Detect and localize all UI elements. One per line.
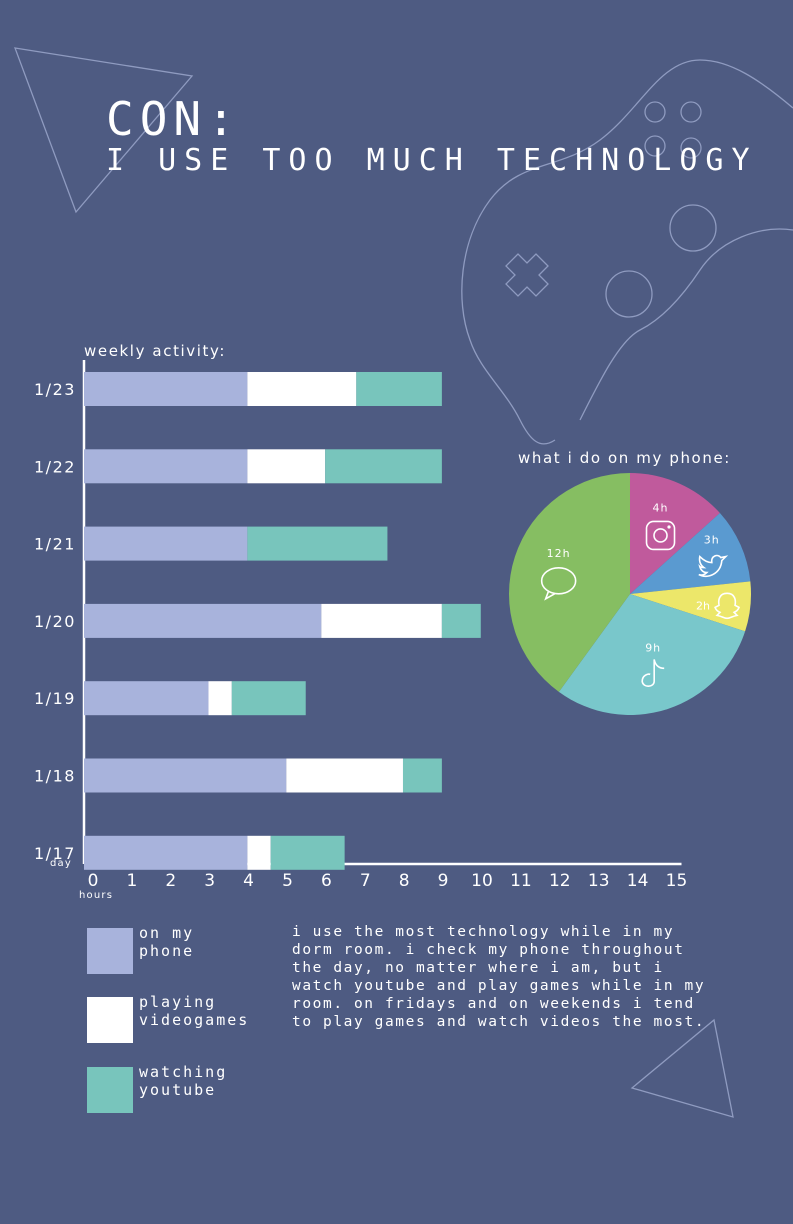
- x-tick-label: 5: [282, 871, 293, 891]
- page-title: CON:: [106, 92, 241, 146]
- bar-segment-phone-0: [84, 372, 248, 406]
- bar-segment-youtube-3: [441, 603, 481, 638]
- bar-chart-title: weekly activity:: [84, 342, 227, 360]
- x-tick-label: 10: [471, 871, 493, 891]
- bar-segment-youtube-1: [325, 449, 442, 484]
- pie-slice-messages: [509, 473, 630, 692]
- x-tick-label: 0: [88, 871, 99, 891]
- x-tick-label: 11: [510, 871, 532, 891]
- bar-segment-youtube-5: [402, 758, 442, 793]
- pie-slice-label: 3h: [704, 534, 720, 547]
- weekly-activity-bar-chart: 1/231/221/211/201/191/181/170 1 2 3 4 5 6 7 8 9 10…: [34, 360, 688, 901]
- bar-segment-phone-5: [84, 758, 287, 793]
- bar-segment-videogames-4: [208, 681, 232, 716]
- legend-label-videogames: playing videogames: [139, 993, 250, 1029]
- twitter-icon: [698, 554, 729, 578]
- category-label: 1/18: [34, 767, 76, 786]
- bar-segment-youtube-2: [247, 526, 388, 561]
- gamepad-stick-icon: [669, 204, 717, 252]
- category-label: 1/19: [34, 689, 76, 708]
- x-tick-label: 3: [204, 871, 215, 891]
- pie-slice-label: 12h: [547, 547, 571, 560]
- category-label: 1/21: [34, 535, 76, 554]
- message-bubble-icon: [540, 567, 577, 601]
- bar-segment-youtube-0: [356, 372, 442, 406]
- legend-swatch-phone: [87, 928, 133, 974]
- x-tick-label: 4: [243, 871, 254, 891]
- pie-slice-tiktok: [558, 594, 746, 715]
- bar-segment-youtube-4: [231, 681, 306, 716]
- legend-label-youtube: watching youtube: [139, 1063, 228, 1099]
- category-label: 1/17: [34, 844, 76, 863]
- bar-segment-videogames-5: [286, 758, 403, 793]
- gamepad-stick-icon: [605, 270, 653, 318]
- category-label: 1/22: [34, 457, 76, 476]
- x-tick-label: 7: [360, 871, 371, 891]
- gamepad-button-icon: [680, 137, 702, 159]
- gamepad-button-icon: [680, 101, 702, 123]
- category-label: 1/23: [34, 380, 76, 399]
- tiktok-icon: [641, 659, 665, 688]
- gamepad-button-icon: [644, 135, 666, 157]
- description-text: i use the most technology while in my do…: [292, 924, 706, 1030]
- pie-slice-label: 4h: [653, 501, 669, 514]
- x-tick-label: 9: [438, 871, 449, 891]
- pie-slice-label: 2h: [696, 599, 710, 612]
- legend-swatch-youtube: [87, 1067, 133, 1113]
- legend-swatch-videogames: [87, 997, 133, 1043]
- phone-usage-pie-chart: 4h 3h 2h 9h 12h: [509, 473, 751, 715]
- bar-segment-youtube-6: [270, 835, 345, 870]
- bar-segment-phone-6: [84, 835, 248, 870]
- x-tick-label: 15: [666, 871, 688, 891]
- gamepad-x-button-icon: [505, 253, 549, 297]
- triangle-outline-top-icon: [14, 47, 194, 214]
- category-label: 1/20: [34, 612, 76, 631]
- x-tick-label: 6: [321, 871, 332, 891]
- x-tick-label: 1: [126, 871, 137, 891]
- page-subtitle: I USE TOO MUCH TECHNOLOGY: [106, 143, 758, 178]
- bar-segment-phone-4: [84, 681, 209, 716]
- x-tick-label: 8: [399, 871, 410, 891]
- x-axis-label: hours: [79, 890, 113, 901]
- pie-slice-twitter: [630, 513, 751, 594]
- gamepad-outline-lower-icon: [579, 228, 793, 421]
- x-tick-label: 13: [588, 871, 610, 891]
- snapchat-icon: [714, 592, 741, 620]
- bar-segment-videogames-3: [321, 603, 442, 638]
- legend-label-phone: on my phone: [139, 924, 195, 960]
- bar-segment-phone-2: [84, 526, 248, 561]
- gamepad-button-icon: [644, 101, 666, 123]
- bar-segment-videogames-1: [247, 449, 326, 484]
- bar-segment-phone-3: [84, 603, 322, 638]
- x-tick-label: 12: [549, 871, 571, 891]
- bar-segment-videogames-0: [247, 372, 357, 406]
- x-tick-label: 2: [165, 871, 176, 891]
- x-tick-label: 14: [627, 871, 649, 891]
- y-axis-label: day: [50, 858, 72, 869]
- pie-slice-snapchat: [630, 581, 751, 632]
- bar-segment-phone-1: [84, 449, 248, 484]
- instagram-icon: [645, 520, 676, 551]
- pie-slice-label: 9h: [645, 641, 661, 654]
- pie-chart-title: what i do on my phone:: [518, 449, 731, 467]
- gamepad-outline-icon: [461, 59, 793, 445]
- bar-segment-videogames-6: [247, 835, 271, 870]
- triangle-outline-bottom-icon: [630, 1018, 734, 1118]
